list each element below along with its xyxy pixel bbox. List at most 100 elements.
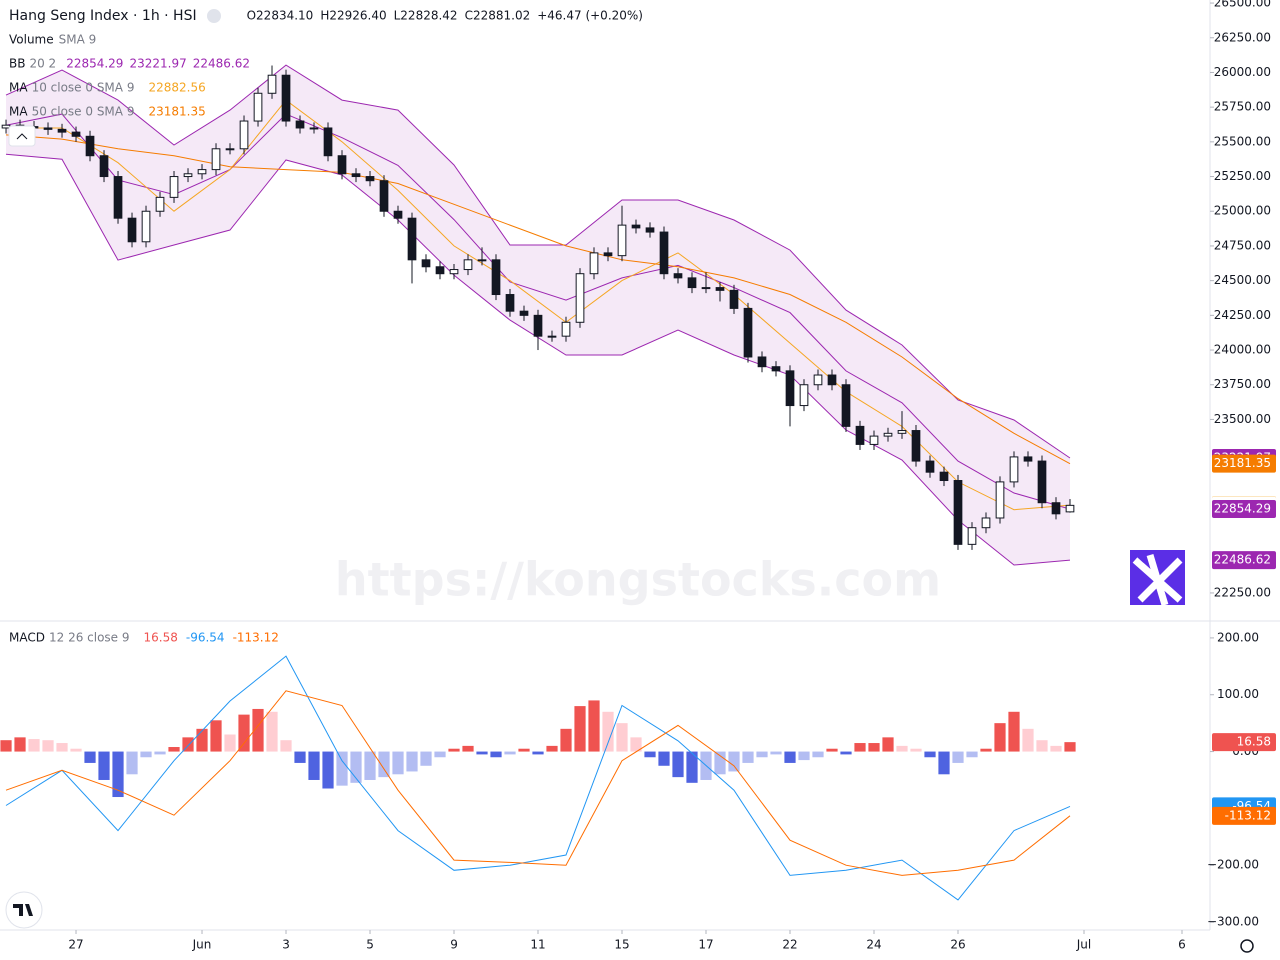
candle-body <box>939 471 949 482</box>
macd-hist-bar <box>574 706 586 752</box>
price-badge <box>1212 733 1276 752</box>
y-tick-label: 23750.00 <box>1214 377 1271 391</box>
candle-body <box>1023 456 1033 462</box>
legend-text: MA <box>9 81 28 95</box>
legend-text: C <box>465 9 473 23</box>
legend-text: 12 26 close 9 <box>49 631 130 645</box>
macd-hist-bar <box>672 751 684 778</box>
macd-hist-bar <box>392 751 404 775</box>
macd-hist-bar <box>714 751 726 775</box>
y-tick-label: 26250.00 <box>1214 30 1271 44</box>
macd-hist-bar <box>280 740 292 752</box>
macd-hist-bar <box>196 728 208 752</box>
legend-text: 16.58 <box>144 631 178 645</box>
y-tick-label: 26000.00 <box>1214 65 1271 79</box>
price-badge <box>1212 500 1276 519</box>
macd-hist-bar <box>154 751 166 755</box>
legend-text: 10 close 0 SMA 9 <box>32 81 135 95</box>
macd-hist-bar <box>210 720 222 752</box>
candle-body <box>225 148 235 151</box>
macd-hist-bar <box>378 751 390 778</box>
candle-body <box>281 74 291 122</box>
legend-text: 22834.10 <box>256 9 313 23</box>
legend-text: +46.47 (+0.20%) <box>537 9 643 23</box>
signal-line <box>5 690 1071 876</box>
legend-text: -96.54 <box>186 631 225 645</box>
candle-body <box>393 210 403 219</box>
bb-upper <box>5 64 1071 459</box>
price-badge-label: 23181.35 <box>1214 456 1271 470</box>
candle-body <box>99 155 109 178</box>
macd-hist-bar <box>224 734 236 752</box>
macd-hist-bar <box>0 740 12 752</box>
macd-hist-bar <box>140 751 152 758</box>
candle-body <box>897 430 907 434</box>
macd-hist-bar <box>252 708 264 752</box>
macd-hist-bar <box>1036 740 1048 752</box>
macd-hist-bar <box>938 751 950 775</box>
x-tick-label: Jun <box>192 938 212 952</box>
macd-hist-bar <box>644 751 656 758</box>
macd-hist-bar <box>168 747 180 752</box>
bb-basis <box>5 113 1071 510</box>
candle-body <box>645 227 655 233</box>
x-tick-label: 26 <box>950 938 965 952</box>
macd-tick-label: 200.00 <box>1217 630 1259 644</box>
macd-hist-bar <box>980 748 992 752</box>
y-tick-label: 25000.00 <box>1214 204 1271 218</box>
candle-body <box>435 266 445 275</box>
legend-text: -113.12 <box>233 631 279 645</box>
price-badge <box>1212 551 1276 570</box>
candle-body <box>71 131 81 137</box>
ma-line <box>5 134 1071 465</box>
macd-hist-bar <box>532 751 544 755</box>
macd-hist-bar <box>420 751 432 766</box>
legend-text: 22926.40 <box>329 9 386 23</box>
y-tick-label: 25500.00 <box>1214 134 1271 148</box>
legend-text: MA <box>9 105 28 119</box>
macd-hist-bar <box>560 728 572 752</box>
x-tick-label: 9 <box>450 938 458 952</box>
macd-hist-bar <box>868 743 880 752</box>
settings-icon[interactable] <box>1240 939 1254 953</box>
candle-body <box>729 289 739 309</box>
legend-text: 20 2 <box>29 57 56 71</box>
collapse-button[interactable] <box>8 125 36 147</box>
logo-mark <box>1130 550 1185 607</box>
candle-body <box>183 173 193 178</box>
macd-hist-bar <box>798 751 810 761</box>
x-tick-label: 3 <box>282 938 290 952</box>
macd-hist-bar <box>266 711 278 752</box>
x-tick-label: Jul <box>1076 938 1091 952</box>
price-badge-label: 16.58 <box>1237 735 1271 749</box>
legend-text: SMA 9 <box>59 33 97 47</box>
candle-body <box>309 127 319 130</box>
macd-hist-bar <box>840 751 852 755</box>
y-tick-label: 24500.00 <box>1214 273 1271 287</box>
x-tick-label: 11 <box>530 938 545 952</box>
candle-body <box>771 366 781 372</box>
candle-body <box>127 217 137 243</box>
candle-body <box>295 120 305 129</box>
candle-body <box>855 425 865 445</box>
tv-logo <box>5 891 43 929</box>
price-badge-label: 22854.29 <box>1214 502 1271 516</box>
candle-body <box>253 92 263 122</box>
macd-hist-bar <box>504 751 516 755</box>
candle-body <box>239 120 249 150</box>
macd-hist-bar <box>476 751 488 755</box>
macd-hist-bar <box>854 743 866 752</box>
macd-hist-bar <box>56 743 68 752</box>
macd-hist-bar <box>462 745 474 752</box>
candle-body <box>463 259 473 271</box>
candle-body <box>953 480 963 545</box>
candle-body <box>687 277 697 289</box>
macd-tick-label: −300.00 <box>1207 915 1259 929</box>
legend-toggle <box>207 9 221 23</box>
candle-body <box>757 356 767 368</box>
candle-body <box>155 196 165 212</box>
candle-body <box>869 435 879 445</box>
